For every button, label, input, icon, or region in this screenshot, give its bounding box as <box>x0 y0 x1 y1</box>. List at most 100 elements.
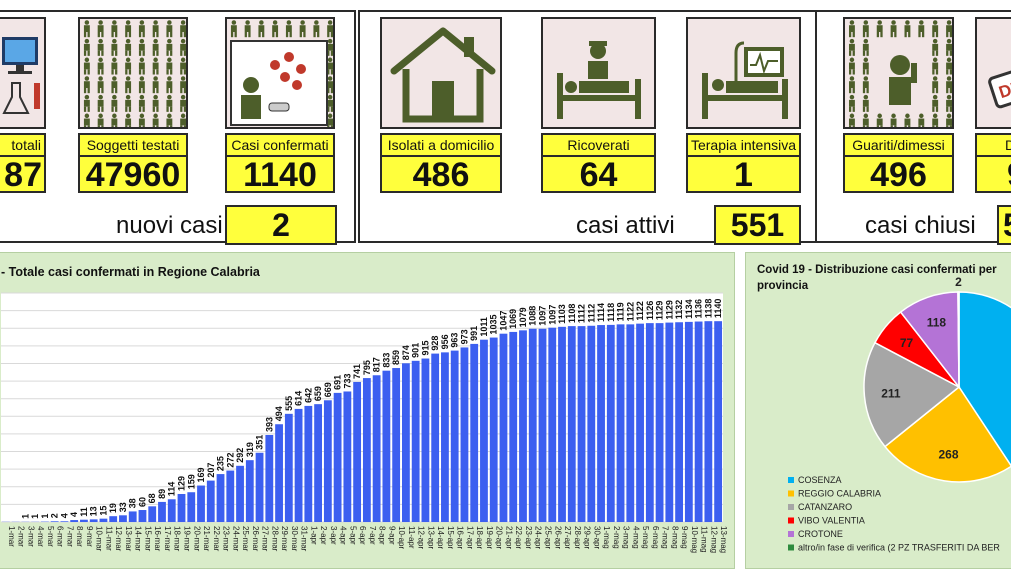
data-label: 207 <box>206 463 216 478</box>
bar <box>460 347 469 522</box>
pie-chart: 268 211 77 118 2 COSENZA REGGIO CALABRIA CATANZ… <box>788 275 1011 553</box>
data-label: 129 <box>177 476 187 491</box>
bar <box>558 326 566 522</box>
x-tick-label: 21-apr <box>504 526 513 549</box>
data-label: 1140 <box>713 299 723 319</box>
legend-swatch <box>788 531 794 537</box>
data-label: 1097 <box>538 306 548 326</box>
x-tick-label: 9-apr <box>387 526 396 545</box>
data-label: 1035 <box>489 315 499 335</box>
bar <box>450 350 459 522</box>
hospital-bed-icon <box>557 41 641 119</box>
tile-image-ricoverati <box>541 17 656 129</box>
data-label: 494 <box>274 406 284 421</box>
bar <box>499 333 508 522</box>
computer-icon <box>2 37 40 114</box>
x-tick-label: 29-mar <box>280 526 289 552</box>
house-icon <box>390 27 496 123</box>
x-tick-label: 3-mar <box>26 526 35 547</box>
x-tick-label: 8-mar <box>75 526 84 547</box>
bar-chart-panel: - Totale casi confermati in Regione Cala… <box>0 252 735 569</box>
x-tick-label: 10-mag <box>690 526 699 553</box>
data-label: 874 <box>401 345 411 360</box>
bar <box>158 501 166 522</box>
bar <box>382 370 391 522</box>
bar <box>275 424 283 522</box>
data-label: 4 <box>69 512 79 517</box>
tile-label-deceduti: D <box>975 133 1011 155</box>
bar <box>197 485 205 522</box>
legend-entry: COSENZA <box>798 475 842 485</box>
tile-value-testati: 47960 <box>78 155 188 193</box>
legend-swatch <box>788 544 794 551</box>
data-label: 19 <box>108 503 118 513</box>
x-tick-label: 25-apr <box>544 526 553 549</box>
x-tick-label: 26-mar <box>251 526 260 552</box>
data-label: 159 <box>186 474 196 489</box>
x-tick-label: 27-apr <box>563 526 572 549</box>
bar <box>60 521 69 522</box>
panel-active: Isolati a domicilio 486 Ricoverati 64 <box>358 10 817 245</box>
data-label: 669 <box>323 382 333 397</box>
tile-value-ricoverati: 64 <box>541 155 656 193</box>
deceased-stamp-icon: DEC <box>988 60 1011 109</box>
bar <box>177 493 186 522</box>
data-label: 614 <box>294 391 304 406</box>
panel-closed: Guariti/dimessi 496 DEC D 9 casi chiusi … <box>815 10 1011 245</box>
data-label: 1134 <box>684 299 694 319</box>
bar <box>80 519 88 522</box>
bar <box>636 323 644 522</box>
x-tick-label: 8-apr <box>378 526 387 545</box>
x-tick-label: 30-apr <box>592 526 601 549</box>
data-label: 1088 <box>528 306 538 326</box>
bar <box>216 474 225 522</box>
bar <box>645 323 654 522</box>
bar <box>470 343 479 522</box>
x-tick-label: 16-mar <box>153 526 162 552</box>
data-label: 2 <box>50 513 60 518</box>
bar <box>333 392 342 522</box>
x-tick-label: 16-apr <box>456 526 465 549</box>
x-tick-label: 29-apr <box>583 526 592 549</box>
data-label: 1 <box>40 514 50 519</box>
data-label: 973 <box>459 329 469 344</box>
x-tick-label: 10-apr <box>397 526 406 549</box>
bar <box>255 452 264 522</box>
bar <box>626 324 635 522</box>
tile-value-confermati: 1140 <box>225 155 335 193</box>
x-tick-label: 13-apr <box>426 526 435 549</box>
bar <box>489 337 498 522</box>
x-tick-label: 12-apr <box>417 526 426 549</box>
bar <box>323 400 332 522</box>
x-tick-label: 21-mar <box>202 526 211 552</box>
x-tick-label: 6-mar <box>56 526 65 547</box>
bar-chart: 1-mar 2-mar 3-mar 4-mar 5-mar 6-mar 7-mar 8-mar… <box>1 292 728 553</box>
data-label: 691 <box>333 375 343 390</box>
bar <box>294 408 303 522</box>
bar <box>519 330 527 522</box>
x-tick-label: 2-apr <box>319 526 328 545</box>
x-tick-label: 5-mag <box>641 526 650 549</box>
bar <box>372 375 381 522</box>
bar <box>148 506 157 522</box>
pie-slice <box>958 291 1011 468</box>
data-label: 11 <box>79 507 89 517</box>
data-label: 1118 <box>606 303 616 322</box>
x-tick-label: 25-mar <box>241 526 250 552</box>
x-tick-label: 26-apr <box>553 526 562 549</box>
data-label: 60 <box>137 497 147 507</box>
summary-value-chiusi: 5 <box>997 205 1011 245</box>
summary-value-attivi: 551 <box>714 205 801 245</box>
x-tick-label: 15-mar <box>143 526 152 552</box>
bar <box>138 510 147 522</box>
data-label: 114 <box>167 482 177 497</box>
x-tick-label: 2-mag <box>612 526 621 549</box>
x-tick-label: 6-mag <box>651 526 660 549</box>
legend-entry: VIBO VALENTIA <box>798 516 865 526</box>
x-tick-label: 4-mar <box>36 526 45 547</box>
data-label: 555 <box>284 396 294 411</box>
tile-image-totali <box>0 17 46 129</box>
summary-value-nuovi: 2 <box>225 205 337 245</box>
tile-image-terapia <box>686 17 801 129</box>
x-tick-label: 11-apr <box>407 526 416 549</box>
